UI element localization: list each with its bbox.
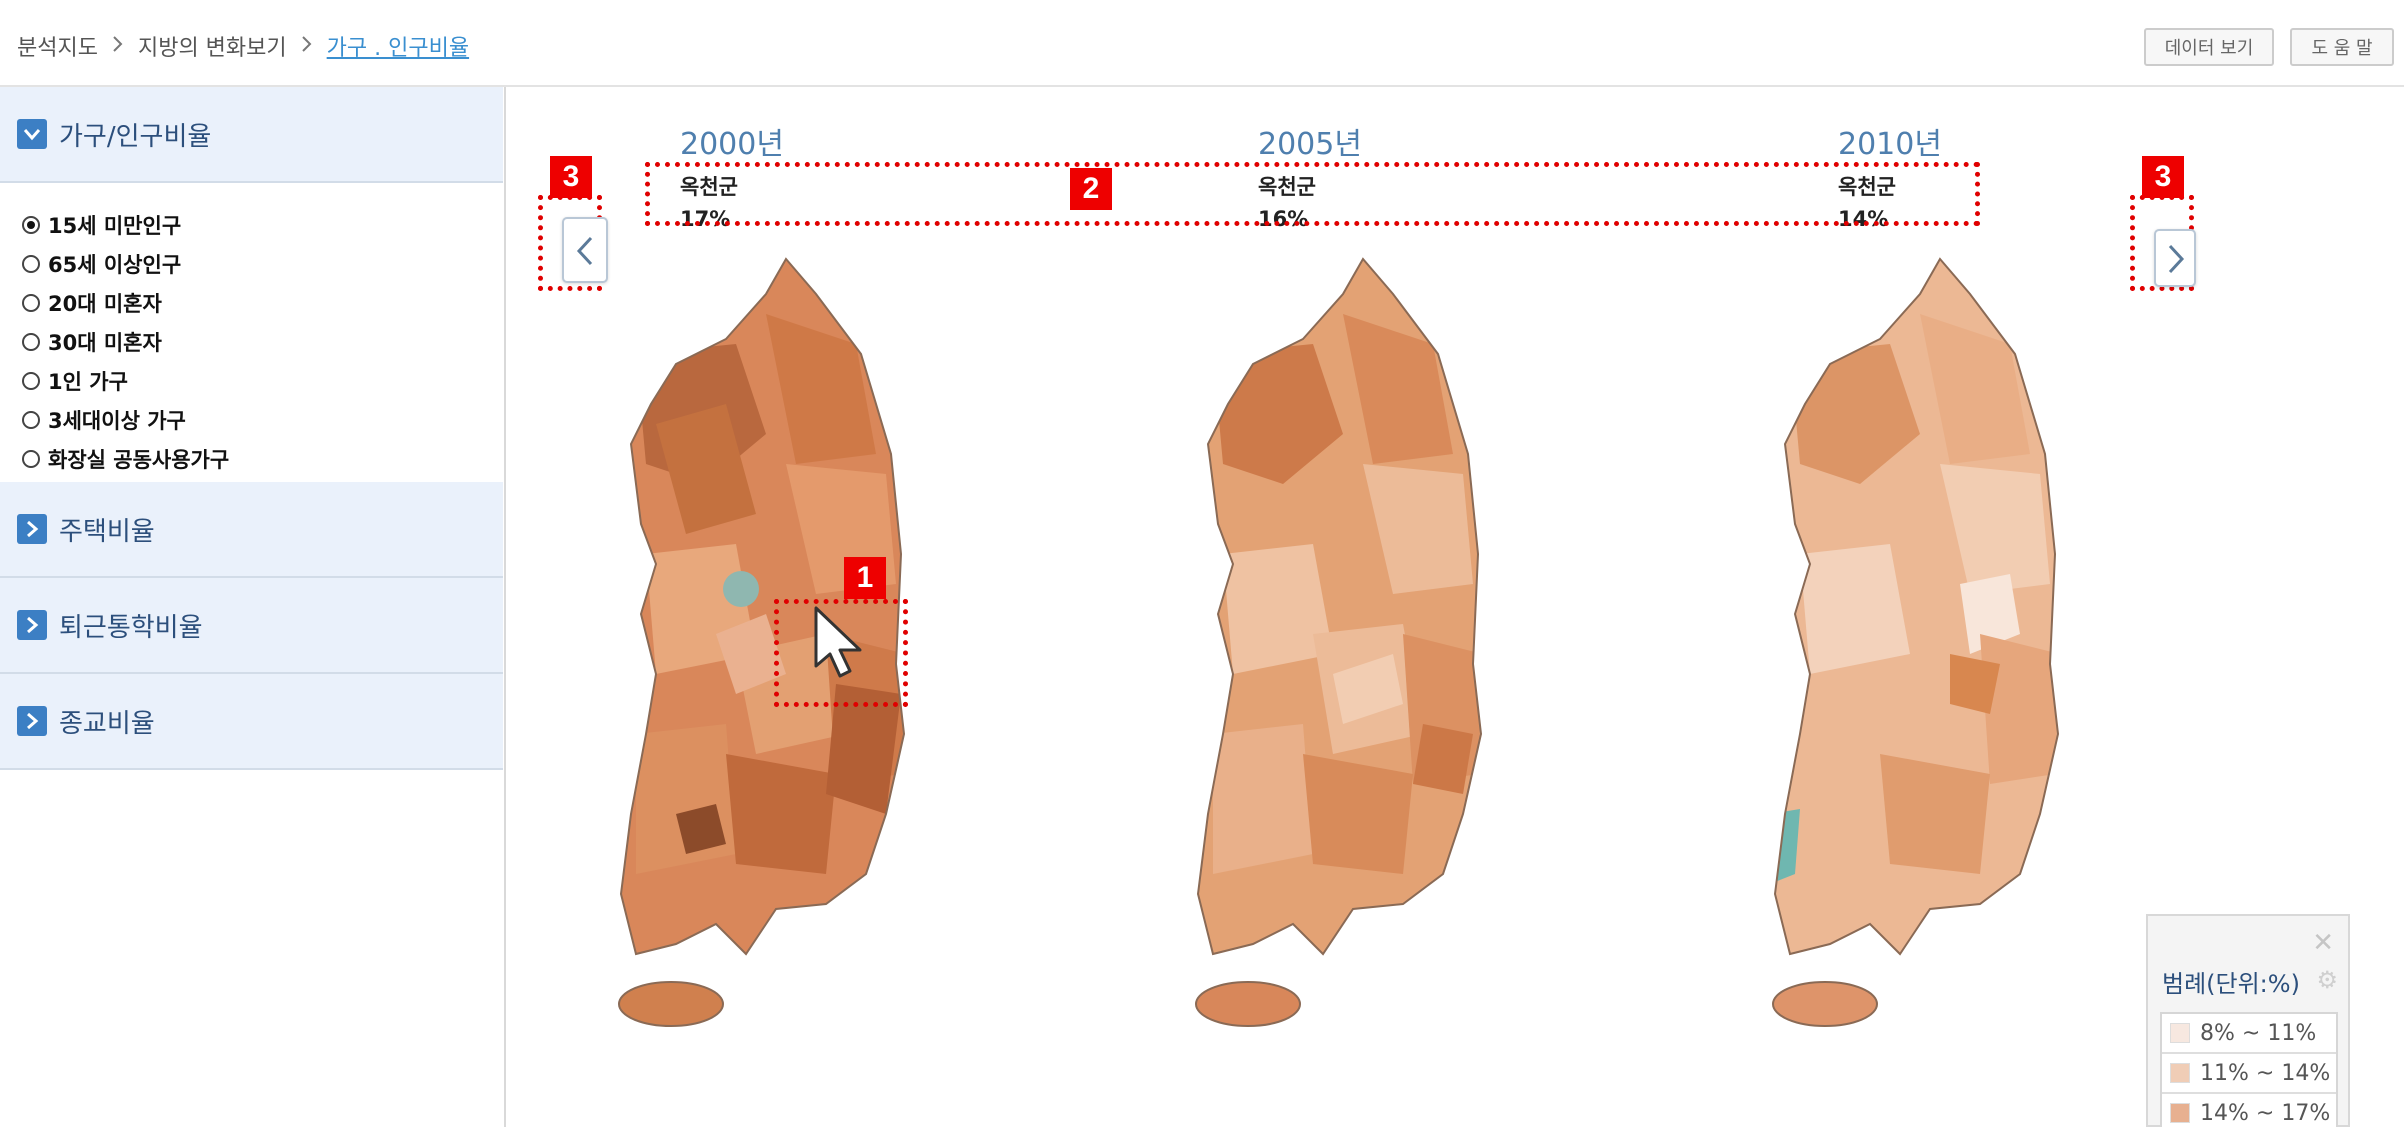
radio-label: 3세대이상 가구 xyxy=(48,408,186,433)
korea-map-2005[interactable] xyxy=(1193,254,1533,1044)
legend-panel: ✕ 범례(단위:%) ⚙ 8% ~ 11% 11% ~ 14% 14% ~ 17… xyxy=(2146,914,2350,1127)
legend-label: 14% ~ 17% xyxy=(2200,1100,2331,1126)
data-view-button[interactable]: 데이터 보기 xyxy=(2144,28,2274,66)
hover-highlight-box xyxy=(774,599,908,707)
legend-swatch xyxy=(2170,1023,2190,1043)
indicator-radio-group: 15세 미만인구 65세 이상인구 20대 미혼자 30대 미혼자 1인 가구 … xyxy=(22,205,229,478)
section-household-population[interactable]: 가구/인구비율 xyxy=(0,87,503,183)
radio-label: 1인 가구 xyxy=(48,369,128,394)
chevron-right-icon xyxy=(112,34,124,59)
info-highlight-box xyxy=(645,162,1980,226)
legend-swatch xyxy=(2170,1063,2190,1083)
chevron-right-icon xyxy=(17,706,47,736)
prev-year-button[interactable] xyxy=(562,217,608,283)
annotation-badge: 2 xyxy=(1070,168,1112,210)
section-religion[interactable]: 종교비율 xyxy=(0,674,503,770)
radio-label: 20대 미혼자 xyxy=(48,291,162,316)
map-comparison-area: 2000년 2005년 2010년 옥천군 17% 옥천군 16% 옥천군 14… xyxy=(508,89,2404,1127)
year-label-2000: 2000년 xyxy=(680,127,784,162)
radio-button[interactable] xyxy=(22,293,40,312)
legend-items: 8% ~ 11% 11% ~ 14% 14% ~ 17% xyxy=(2160,1012,2338,1127)
help-button[interactable]: 도 움 말 xyxy=(2290,28,2394,66)
region-value: 17% xyxy=(680,207,731,231)
close-icon[interactable]: ✕ xyxy=(2312,928,2334,958)
region-value: 16% xyxy=(1258,207,1309,231)
breadcrumb-item-current[interactable]: 가구 . 인구비율 xyxy=(326,36,470,61)
radio-item-shared-toilet[interactable]: 화장실 공동사용가구 xyxy=(22,439,229,478)
mouse-cursor-icon xyxy=(814,606,862,678)
korea-map-2000[interactable] xyxy=(616,254,956,1044)
radio-button[interactable] xyxy=(22,449,40,468)
radio-item-under15[interactable]: 15세 미만인구 xyxy=(22,205,229,244)
korea-map-2010[interactable] xyxy=(1770,254,2110,1044)
next-year-button[interactable] xyxy=(2154,229,2196,287)
radio-item-30s-unmarried[interactable]: 30대 미혼자 xyxy=(22,322,229,361)
sidebar: 가구/인구비율 15세 미만인구 65세 이상인구 20대 미혼자 30대 미혼… xyxy=(0,87,506,1127)
radio-item-3gen-household[interactable]: 3세대이상 가구 xyxy=(22,400,229,439)
legend-title: 범례(단위:%) xyxy=(2162,970,2300,998)
annotation-badge: 3 xyxy=(550,156,592,198)
radio-item-over65[interactable]: 65세 이상인구 xyxy=(22,244,229,283)
breadcrumb-item-regional-change[interactable]: 지방의 변화보기 xyxy=(137,36,287,61)
section-commute[interactable]: 퇴근통학비율 xyxy=(0,578,503,674)
radio-label: 65세 이상인구 xyxy=(48,252,182,277)
region-name: 옥천군 xyxy=(680,175,738,199)
year-label-2005: 2005년 xyxy=(1258,127,1362,162)
radio-label: 30대 미혼자 xyxy=(48,330,162,355)
legend-label: 8% ~ 11% xyxy=(2200,1020,2317,1046)
chevron-right-icon xyxy=(17,514,47,544)
legend-item: 11% ~ 14% xyxy=(2162,1054,2336,1094)
section-label: 퇴근통학비율 xyxy=(59,612,203,643)
legend-swatch xyxy=(2170,1103,2190,1123)
chevron-right-icon xyxy=(2168,244,2185,274)
legend-item: 8% ~ 11% xyxy=(2162,1014,2336,1054)
region-name: 옥천군 xyxy=(1258,175,1316,199)
section-label: 가구/인구비율 xyxy=(59,121,212,152)
legend-label: 11% ~ 14% xyxy=(2200,1060,2331,1086)
gear-icon[interactable]: ⚙ xyxy=(2316,966,2338,994)
radio-button[interactable] xyxy=(22,371,40,390)
radio-button[interactable] xyxy=(22,254,40,273)
annotation-badge: 1 xyxy=(844,557,886,599)
legend-item: 14% ~ 17% xyxy=(2162,1094,2336,1127)
section-housing[interactable]: 주택비율 xyxy=(0,482,503,578)
radio-item-single-household[interactable]: 1인 가구 xyxy=(22,361,229,400)
radio-button[interactable] xyxy=(22,215,40,234)
radio-button[interactable] xyxy=(22,410,40,429)
chevron-down-icon xyxy=(17,119,47,149)
radio-button[interactable] xyxy=(22,332,40,351)
annotation-badge: 3 xyxy=(2142,156,2184,198)
region-value: 14% xyxy=(1838,207,1889,231)
year-label-2010: 2010년 xyxy=(1838,127,1942,162)
breadcrumb: 분석지도 지방의 변화보기 가구 . 인구비율 xyxy=(17,30,469,62)
chevron-right-icon xyxy=(301,34,313,59)
radio-label: 15세 미만인구 xyxy=(48,213,182,238)
radio-item-20s-unmarried[interactable]: 20대 미혼자 xyxy=(22,283,229,322)
top-bar: 분석지도 지방의 변화보기 가구 . 인구비율 데이터 보기 도 움 말 xyxy=(0,0,2404,87)
chevron-left-icon xyxy=(576,236,593,266)
section-label: 종교비율 xyxy=(59,708,155,739)
radio-label: 화장실 공동사용가구 xyxy=(48,447,230,472)
breadcrumb-item-analysis-map[interactable]: 분석지도 xyxy=(17,36,98,61)
chevron-right-icon xyxy=(17,610,47,640)
section-label: 주택비율 xyxy=(59,516,155,547)
region-name: 옥천군 xyxy=(1838,175,1896,199)
